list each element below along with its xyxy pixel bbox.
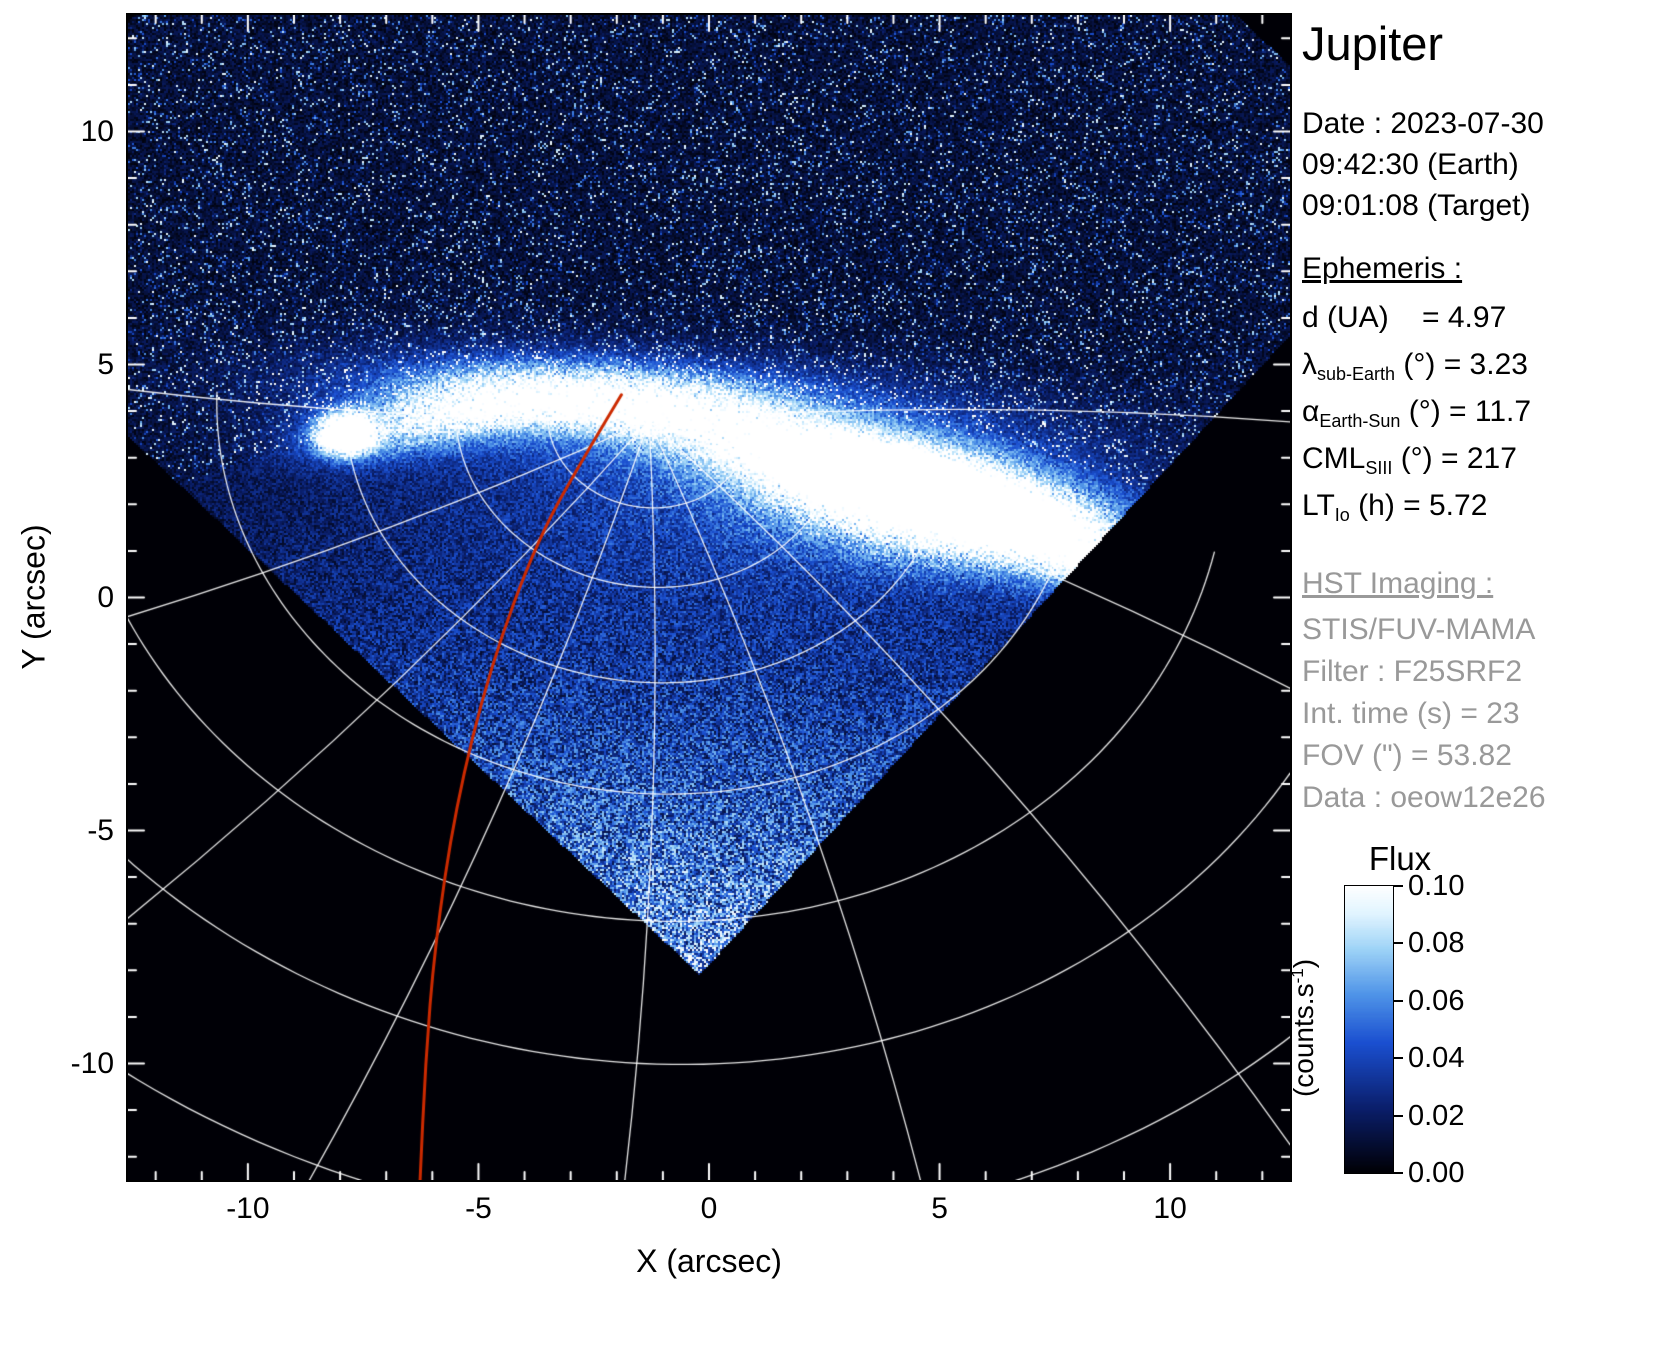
ephemeris-value: (UA) = 4.97 <box>1319 301 1507 334</box>
y-tick-label: 0 <box>14 581 114 615</box>
plot-area <box>128 15 1290 1180</box>
ephemeris-symbol: LT <box>1302 489 1335 522</box>
colorbar-unit-label: (counts.s-1) <box>1288 959 1320 1097</box>
colorbar-unit-main: (counts.s <box>1288 983 1319 1097</box>
colorbar-tick <box>1394 1172 1403 1174</box>
hst-data-id: Data : oeow12e26 <box>1302 777 1674 819</box>
ephemeris-symbol: α <box>1302 395 1319 428</box>
colorbar-tick-label: 0.00 <box>1408 1158 1464 1188</box>
x-axis-label: X (arcsec) <box>636 1243 782 1280</box>
x-tick-label: -5 <box>465 1192 492 1226</box>
ephemeris-symbol: λ <box>1302 348 1317 381</box>
hst-filter: Filter : F25SRF2 <box>1302 651 1674 693</box>
info-panel: Jupiter Date : 2023-07-30 09:42:30 (Eart… <box>1302 16 1674 819</box>
colorbar-tick <box>1394 1115 1403 1117</box>
ephemeris-heading: Ephemeris : <box>1302 252 1674 286</box>
y-tick-label: -5 <box>14 814 114 848</box>
colorbar-tick <box>1394 1057 1403 1059</box>
obs-time-earth: 09:42:30 (Earth) <box>1302 144 1674 185</box>
ephemeris-value: (°) = 3.23 <box>1395 348 1528 381</box>
y-tick-label: -10 <box>14 1047 114 1081</box>
hst-fov: FOV (") = 53.82 <box>1302 735 1674 777</box>
colorbar-tick-label: 0.02 <box>1408 1101 1464 1131</box>
target-title: Jupiter <box>1302 16 1674 71</box>
colorbar-tick <box>1394 942 1403 944</box>
colorbar-tick-label: 0.04 <box>1408 1043 1464 1073</box>
x-tick-label: 0 <box>701 1192 718 1226</box>
colorbar-unit-close: ) <box>1288 959 1319 968</box>
ephemeris-subscript: Io <box>1335 505 1350 525</box>
ephemeris-subscript: sub-Earth <box>1317 364 1395 384</box>
obs-date: Date : 2023-07-30 <box>1302 103 1674 144</box>
hst-imaging-heading: HST Imaging : <box>1302 567 1674 601</box>
obs-time-target: 09:01:08 (Target) <box>1302 185 1674 226</box>
ephemeris-row-local-time-io: LTIo (h) = 5.72 <box>1302 484 1674 531</box>
ephemeris-subscript: SIII <box>1365 458 1392 478</box>
ephemeris-symbol: d <box>1302 301 1319 334</box>
y-tick-label: 5 <box>14 348 114 382</box>
ephemeris-row-phase-angle: αEarth-Sun (°) = 11.7 <box>1302 390 1674 437</box>
ephemeris-row-cml: CMLSIII (°) = 217 <box>1302 437 1674 484</box>
y-tick-label: 10 <box>14 115 114 149</box>
colorbar-tick-label: 0.08 <box>1408 928 1464 958</box>
colorbar-unit-exponent: -1 <box>1288 968 1307 983</box>
ephemeris-row-distance: d (UA) = 4.97 <box>1302 296 1674 343</box>
hst-integration-time: Int. time (s) = 23 <box>1302 693 1674 735</box>
ephemeris-row-sub-earth-lat: λsub-Earth (°) = 3.23 <box>1302 343 1674 390</box>
colorbar-tick <box>1394 885 1403 887</box>
ephemeris-symbol: CML <box>1302 442 1365 475</box>
x-tick-label: 10 <box>1153 1192 1186 1226</box>
ephemeris-subscript: Earth-Sun <box>1319 411 1400 431</box>
hst-instrument: STIS/FUV-MAMA <box>1302 609 1674 651</box>
colorbar-gradient <box>1345 886 1393 1173</box>
ephemeris-value: (°) = 217 <box>1392 442 1517 475</box>
colorbar-tick <box>1394 1000 1403 1002</box>
x-tick-label: 5 <box>931 1192 948 1226</box>
figure: X (arcsec) Y (arcsec) Jupiter Date : 202… <box>0 0 1676 1367</box>
x-tick-label: -10 <box>226 1192 269 1226</box>
ephemeris-value: (°) = 11.7 <box>1400 395 1531 428</box>
colorbar-tick-label: 0.10 <box>1408 871 1464 901</box>
colorbar-tick-label: 0.06 <box>1408 986 1464 1016</box>
ephemeris-value: (h) = 5.72 <box>1350 489 1488 522</box>
image-canvas <box>128 15 1290 1180</box>
